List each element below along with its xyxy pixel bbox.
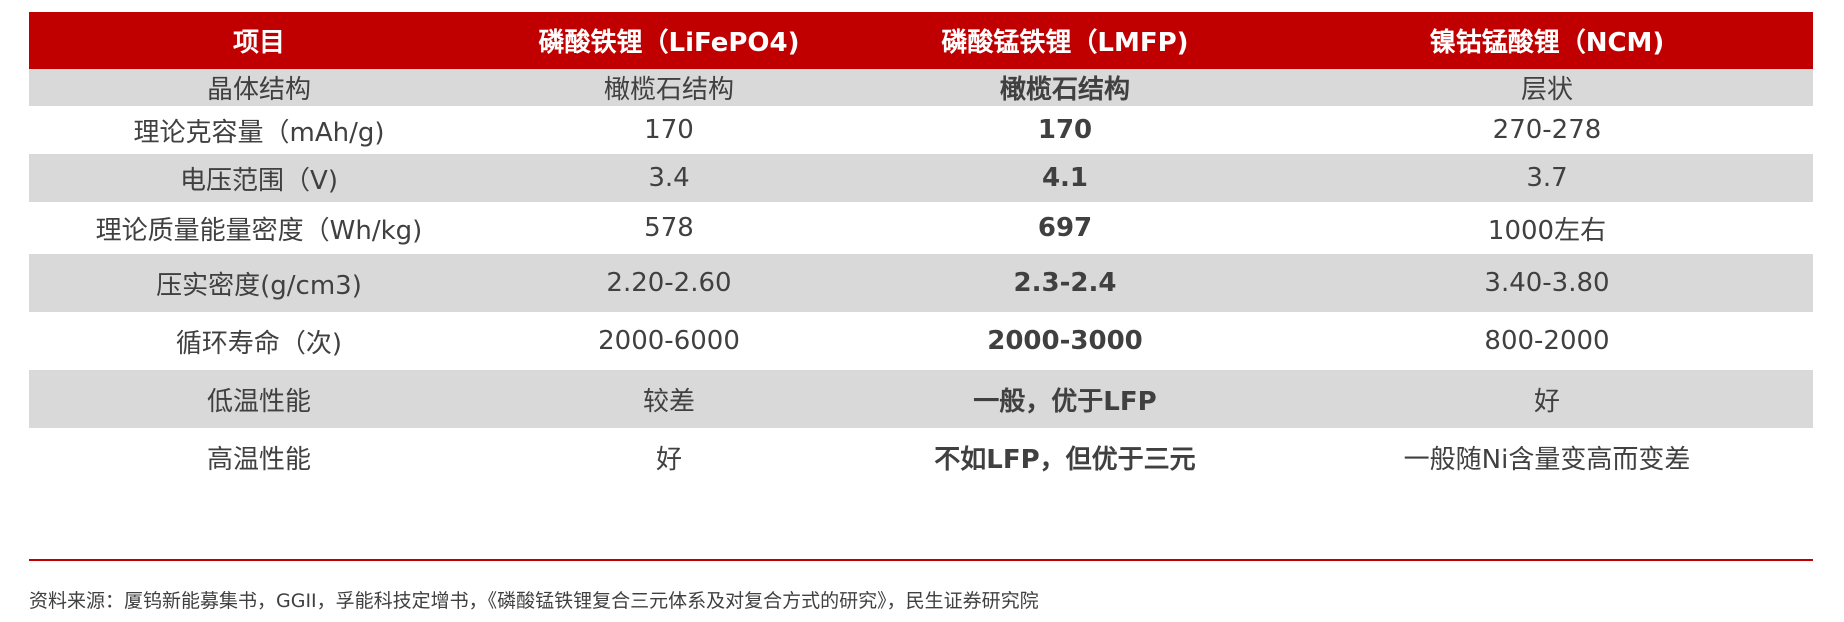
table-bottom-rule	[29, 559, 1813, 561]
table-cell: 高温性能	[206, 444, 311, 475]
table-cell: 好	[655, 444, 682, 475]
table-cell: 晶体结构	[206, 75, 311, 105]
header-cell: 磷酸铁锂（LiFePO4)	[538, 28, 800, 58]
source-note: 资料来源：厦钨新能募集书，GGII，孚能科技定增书，《磷酸锰铁锂复合三元体系及对…	[29, 590, 1039, 612]
table-cell: 压实密度(g/cm3)	[156, 270, 362, 301]
table-cell: 578	[644, 213, 694, 243]
table-cell: 循环寿命（次)	[175, 328, 343, 359]
table-cell: 2000-6000	[598, 326, 740, 356]
table-cell: 橄榄石结构	[603, 75, 734, 105]
comparison-table: 项目 磷酸铁锂（LiFePO4) 磷酸锰铁锂（LMFP) 镍钴锰酸锂（NCM) …	[29, 12, 1813, 486]
table-cell: 一般随Ni含量变高而变差	[1403, 444, 1691, 475]
table-cell: 800-2000	[1484, 326, 1610, 356]
table-cell: 270-278	[1492, 115, 1602, 145]
table-cell: 170	[1037, 115, 1093, 145]
table-cell: 一般，优于LFP	[973, 386, 1157, 417]
table-header: 项目 磷酸铁锂（LiFePO4) 磷酸锰铁锂（LMFP) 镍钴锰酸锂（NCM)	[29, 12, 1813, 69]
table-cell: 层状	[1520, 75, 1573, 105]
table-row: 理论克容量（mAh/g) 170 170 270-278	[29, 106, 1813, 154]
table-cell: 2.20-2.60	[606, 268, 732, 298]
table-row: 理论质量能量密度（Wh/kg) 578 697 1000左右	[29, 202, 1813, 254]
header-cell: 磷酸锰铁锂（LMFP)	[941, 28, 1189, 58]
table-cell: 697	[1037, 213, 1093, 243]
table-cell: 170	[644, 115, 694, 145]
table-cell: 不如LFP，但优于三元	[934, 444, 1196, 475]
table-row: 晶体结构 橄榄石结构 橄榄石结构 层状	[29, 69, 1813, 106]
table-row: 电压范围（V) 3.4 4.1 3.7	[29, 154, 1813, 202]
table-cell: 1000左右	[1487, 215, 1607, 246]
header-cell: 项目	[232, 28, 285, 58]
table-cell: 电压范围（V)	[180, 165, 338, 196]
table-cell: 2000-3000	[987, 326, 1143, 356]
table-cell: 好	[1533, 386, 1560, 417]
table-cell: 3.40-3.80	[1484, 268, 1610, 298]
table-cell: 低温性能	[206, 386, 311, 417]
table-cell: 3.4	[648, 163, 690, 193]
table-row: 循环寿命（次) 2000-6000 2000-3000 800-2000	[29, 312, 1813, 370]
table-cell: 3.7	[1526, 163, 1568, 193]
table-cell: 橄榄石结构	[999, 75, 1130, 105]
table-cell: 较差	[642, 386, 695, 417]
header-cell: 镍钴锰酸锂（NCM)	[1429, 28, 1665, 58]
table-cell: 理论克容量（mAh/g)	[133, 117, 385, 148]
table-row: 压实密度(g/cm3) 2.20-2.60 2.3-2.4 3.40-3.80	[29, 254, 1813, 312]
table-cell: 理论质量能量密度（Wh/kg)	[95, 215, 423, 246]
table-row: 高温性能 好 不如LFP，但优于三元 一般随Ni含量变高而变差	[29, 428, 1813, 486]
table-cell: 2.3-2.4	[1013, 268, 1117, 298]
table-cell: 4.1	[1041, 163, 1089, 193]
table-row: 低温性能 较差 一般，优于LFP 好	[29, 370, 1813, 428]
